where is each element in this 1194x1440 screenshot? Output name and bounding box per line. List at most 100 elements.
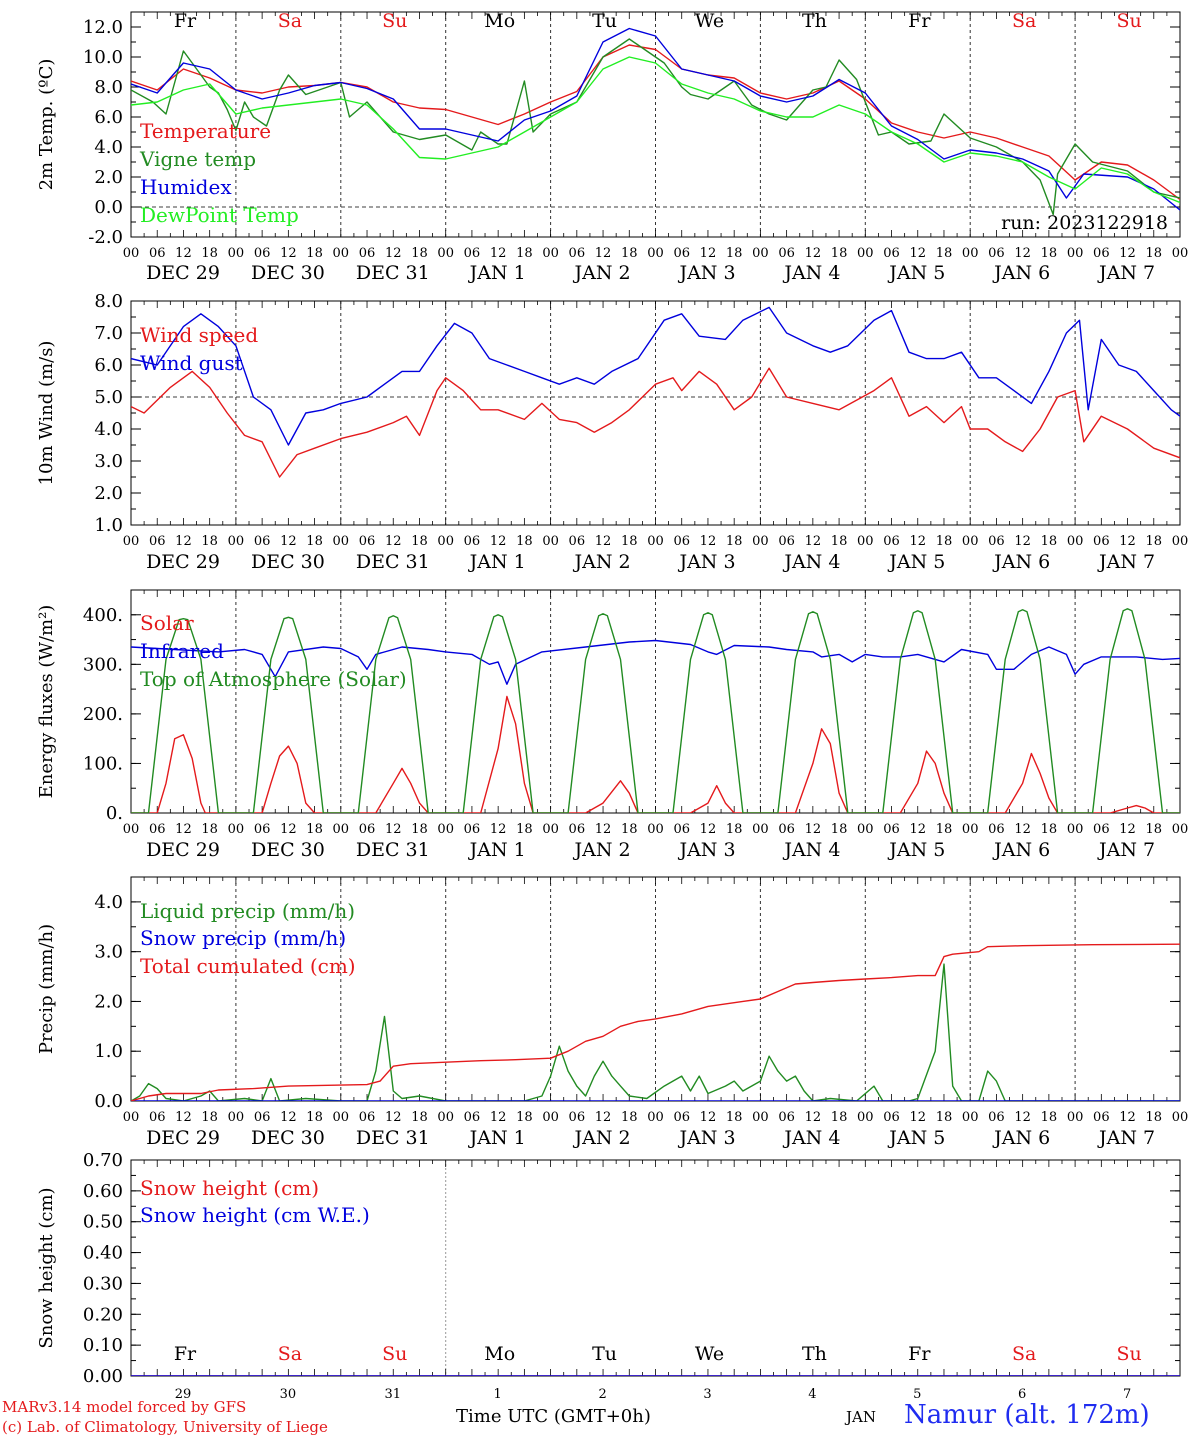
weekday-label: Sa bbox=[1012, 1343, 1036, 1365]
hour-label: 12 bbox=[805, 822, 822, 837]
hour-label: 00 bbox=[333, 1110, 350, 1125]
series-group bbox=[131, 27, 1180, 216]
y-axis-title: Precip (mm/h) bbox=[36, 924, 57, 1054]
weekday-label: Fr bbox=[174, 10, 197, 32]
series-line-1 bbox=[131, 367, 1180, 478]
hour-label: 18 bbox=[411, 246, 428, 261]
hour-label: 00 bbox=[857, 534, 874, 549]
hour-label: 06 bbox=[359, 1110, 376, 1125]
hour-label: 00 bbox=[228, 1110, 245, 1125]
hour-label: 06 bbox=[464, 246, 481, 261]
hour-label: 06 bbox=[778, 822, 795, 837]
y-tick-label: 2.0 bbox=[94, 167, 123, 188]
hour-label: 18 bbox=[1146, 534, 1163, 549]
date-label: JAN 1 bbox=[468, 551, 526, 573]
hour-label: 18 bbox=[621, 534, 638, 549]
y-tick-label: 1.0 bbox=[94, 1041, 123, 1062]
date-label: JAN 4 bbox=[782, 839, 840, 861]
y-tick-label: -2.0 bbox=[88, 227, 123, 248]
legend-entry: Snow precip (mm/h) bbox=[140, 926, 346, 950]
hour-label: 12 bbox=[700, 822, 717, 837]
hour-label: 06 bbox=[988, 246, 1005, 261]
weekday-label: Sa bbox=[278, 10, 302, 32]
date-label: JAN 1 bbox=[468, 1127, 526, 1149]
y-tick-label: 0.30 bbox=[83, 1273, 123, 1294]
hour-label: 12 bbox=[280, 1110, 297, 1125]
hour-label: 12 bbox=[595, 534, 612, 549]
hour-label: 12 bbox=[700, 1110, 717, 1125]
weekday-label: Th bbox=[802, 1343, 827, 1365]
station-label: Namur (alt. 172m) bbox=[904, 1400, 1150, 1430]
panel-3 bbox=[130, 589, 1181, 814]
hour-label: 00 bbox=[1067, 534, 1084, 549]
panel-4 bbox=[130, 876, 1181, 1102]
hour-label: 12 bbox=[805, 534, 822, 549]
hour-label: 18 bbox=[411, 822, 428, 837]
hour-label: 12 bbox=[700, 246, 717, 261]
hour-label: 00 bbox=[123, 822, 140, 837]
hour-label: 06 bbox=[1093, 822, 1110, 837]
series-line-2 bbox=[131, 639, 1180, 685]
hour-label: 18 bbox=[936, 246, 953, 261]
y-tick-label: 4.0 bbox=[94, 419, 123, 440]
hour-label: 12 bbox=[280, 534, 297, 549]
hour-label: 18 bbox=[201, 822, 218, 837]
y-tick-label: 0.60 bbox=[83, 1181, 123, 1202]
date-label: JAN 3 bbox=[677, 1127, 735, 1149]
legend-entry: DewPoint Temp bbox=[140, 203, 299, 227]
hour-label: 18 bbox=[726, 246, 743, 261]
date-label: DEC 31 bbox=[356, 262, 430, 284]
date-label: DEC 29 bbox=[146, 551, 220, 573]
hour-label: 00 bbox=[228, 534, 245, 549]
date-label: JAN 2 bbox=[573, 262, 631, 284]
hour-label: 00 bbox=[437, 822, 454, 837]
hour-label: 00 bbox=[752, 1110, 769, 1125]
hour-label: 06 bbox=[254, 246, 271, 261]
legend-entry: Snow height (cm W.E.) bbox=[140, 1203, 370, 1227]
hour-label: 18 bbox=[831, 1110, 848, 1125]
hour-label: 06 bbox=[149, 1110, 166, 1125]
hour-label: 18 bbox=[831, 534, 848, 549]
hour-label: 18 bbox=[1041, 1110, 1058, 1125]
series-group bbox=[131, 608, 1180, 813]
hour-label: 12 bbox=[1014, 822, 1031, 837]
hour-label: 06 bbox=[464, 1110, 481, 1125]
hour-label: 18 bbox=[306, 534, 323, 549]
date-label: JAN 5 bbox=[887, 839, 945, 861]
weekday-label: Su bbox=[1116, 10, 1141, 32]
date-label: JAN 6 bbox=[992, 551, 1050, 573]
hour-label: 00 bbox=[333, 246, 350, 261]
y-tick-label: 0.20 bbox=[83, 1304, 123, 1325]
hour-label: 12 bbox=[909, 534, 926, 549]
plot-frame bbox=[130, 589, 1181, 814]
hour-label: 12 bbox=[805, 1110, 822, 1125]
hour-label: 06 bbox=[464, 822, 481, 837]
hour-label: 12 bbox=[1014, 534, 1031, 549]
hour-label: 00 bbox=[1067, 1110, 1084, 1125]
hour-label: 12 bbox=[1119, 534, 1136, 549]
hour-label: 18 bbox=[1041, 822, 1058, 837]
date-label: JAN 3 bbox=[677, 262, 735, 284]
hour-label: 06 bbox=[673, 822, 690, 837]
day-number: 2 bbox=[598, 1387, 606, 1402]
hour-label: 06 bbox=[673, 246, 690, 261]
hour-label: 12 bbox=[805, 246, 822, 261]
series-line-4 bbox=[131, 56, 1180, 204]
weekday-label: Mo bbox=[484, 10, 515, 32]
y-tick-label: 0.50 bbox=[83, 1212, 123, 1233]
hour-label: 06 bbox=[1093, 246, 1110, 261]
hour-label: 00 bbox=[333, 534, 350, 549]
series-line-1 bbox=[131, 695, 1180, 813]
legend-entry: Top of Atmosphere (Solar) bbox=[140, 667, 407, 691]
hour-label: 18 bbox=[726, 1110, 743, 1125]
y-tick-label: 4.0 bbox=[94, 137, 123, 158]
hour-label: 00 bbox=[962, 1110, 979, 1125]
hour-label: 06 bbox=[569, 246, 586, 261]
hour-label: 18 bbox=[936, 534, 953, 549]
hour-label: 12 bbox=[175, 534, 192, 549]
weekday-label: Sa bbox=[278, 1343, 302, 1365]
hour-label: 00 bbox=[542, 246, 559, 261]
hour-label: 18 bbox=[621, 1110, 638, 1125]
hour-label: 06 bbox=[569, 1110, 586, 1125]
hour-label: 00 bbox=[542, 1110, 559, 1125]
